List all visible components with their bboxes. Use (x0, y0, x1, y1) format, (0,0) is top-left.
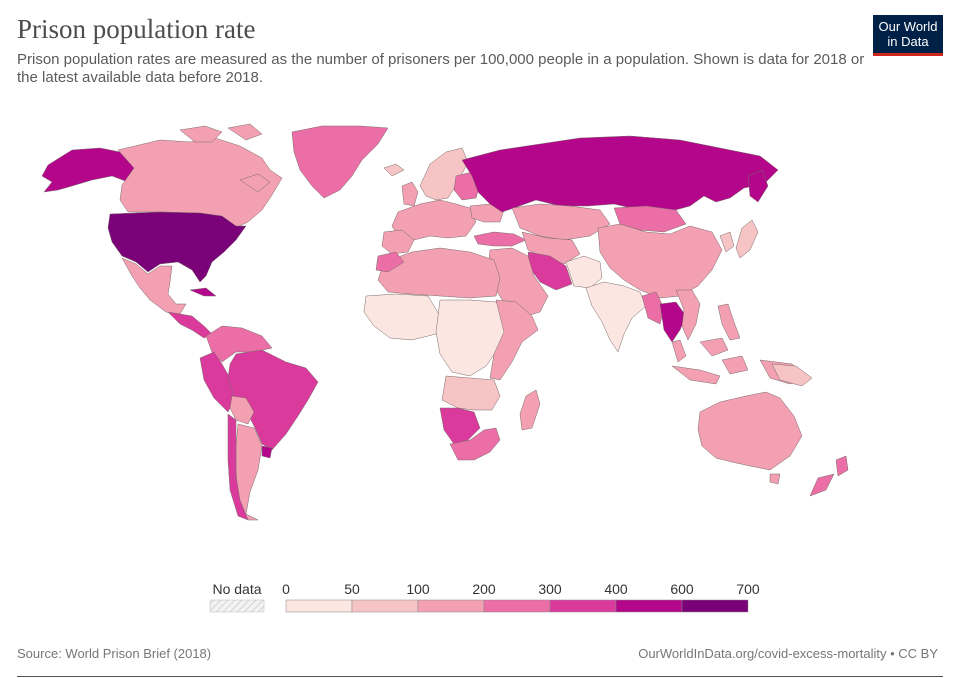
legend-tick-label: 400 (604, 581, 628, 597)
region-turkey[interactable] (473, 231, 527, 247)
region-kamchatka[interactable] (747, 169, 769, 203)
legend-bin-50-100[interactable] (351, 599, 419, 613)
chart-title: Prison population rate (17, 14, 256, 44)
region-cuba[interactable] (189, 287, 217, 297)
legend-tick-label: 600 (670, 581, 694, 597)
region-mexico[interactable] (121, 257, 187, 315)
region-uk[interactable] (401, 181, 419, 207)
region-canada-islands[interactable] (179, 123, 271, 193)
logo-line-2: in Data (887, 34, 929, 49)
chart-subtitle: Prison population rates are measured as … (17, 51, 865, 86)
region-china[interactable] (597, 223, 723, 299)
region-iceland[interactable] (383, 163, 405, 177)
legend-no-data-label: No data (212, 581, 261, 597)
region-thailand[interactable] (659, 301, 687, 343)
region-east-africa[interactable] (489, 299, 539, 381)
legend-bin-400-600[interactable] (615, 599, 683, 613)
region-russia[interactable] (461, 135, 779, 213)
region-iberia[interactable] (381, 229, 415, 255)
legend-no-data-swatch (209, 599, 265, 613)
region-south-africa[interactable] (449, 427, 501, 461)
region-central-america[interactable] (167, 311, 213, 339)
owid-logo[interactable]: Our World in Data (873, 15, 943, 56)
region-scandinavia[interactable] (419, 147, 469, 201)
region-morocco[interactable] (375, 251, 405, 273)
region-southern-africa-north[interactable] (441, 375, 501, 411)
legend-tick-label: 50 (344, 581, 360, 597)
region-philippines[interactable] (717, 303, 741, 341)
region-chile[interactable] (227, 413, 249, 521)
region-malaysia[interactable] (671, 337, 729, 363)
region-alaska[interactable] (41, 147, 139, 193)
legend-bin-300-400[interactable] (549, 599, 617, 613)
region-bolivia[interactable] (229, 395, 255, 425)
region-tasmania[interactable] (769, 473, 781, 485)
region-namibia-botswana[interactable] (439, 407, 481, 445)
legend-tick-label: 0 (282, 581, 290, 597)
region-india[interactable] (585, 281, 647, 353)
region-madagascar[interactable] (519, 389, 541, 431)
legend-bin-0-50[interactable] (285, 599, 353, 613)
source-note: Source: World Prison Brief (2018) (17, 646, 212, 661)
legend-tick-label: 700 (736, 581, 760, 597)
region-pakistan-afghanistan[interactable] (565, 255, 603, 289)
region-central-asia[interactable] (521, 231, 581, 265)
region-australia[interactable] (697, 391, 803, 471)
logo-line-1: Our World (878, 19, 938, 34)
region-canada[interactable] (117, 137, 283, 229)
region-central-africa[interactable] (435, 299, 509, 377)
region-north-africa[interactable] (377, 247, 501, 299)
region-west-africa[interactable] (363, 293, 441, 341)
legend-tick-label: 300 (538, 581, 562, 597)
legend-tick-label: 200 (472, 581, 496, 597)
region-brazil[interactable] (227, 349, 319, 451)
region-korea-japan[interactable] (719, 219, 759, 259)
legend-tick-label: 100 (406, 581, 430, 597)
footer-divider (17, 676, 943, 677)
region-united-states[interactable] (107, 211, 247, 283)
legend-bin-600-700[interactable] (681, 599, 749, 613)
legend-bin-100-200[interactable] (417, 599, 485, 613)
region-greenland[interactable] (291, 125, 389, 199)
legend: No data 0 50 100 200 300 400 600 700 (209, 581, 760, 613)
region-new-guinea[interactable] (771, 363, 813, 387)
region-uruguay[interactable] (261, 445, 273, 459)
region-vietnam-laos[interactable] (675, 289, 701, 341)
legend-bin-200-300[interactable] (483, 599, 551, 613)
region-new-zealand[interactable] (809, 455, 849, 497)
credit-link[interactable]: OurWorldInData.org/covid-excess-mortalit… (638, 646, 938, 661)
